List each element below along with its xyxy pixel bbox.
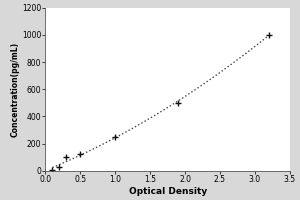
X-axis label: Optical Density: Optical Density	[128, 187, 207, 196]
Y-axis label: Concentration(pg/mL): Concentration(pg/mL)	[10, 42, 19, 137]
